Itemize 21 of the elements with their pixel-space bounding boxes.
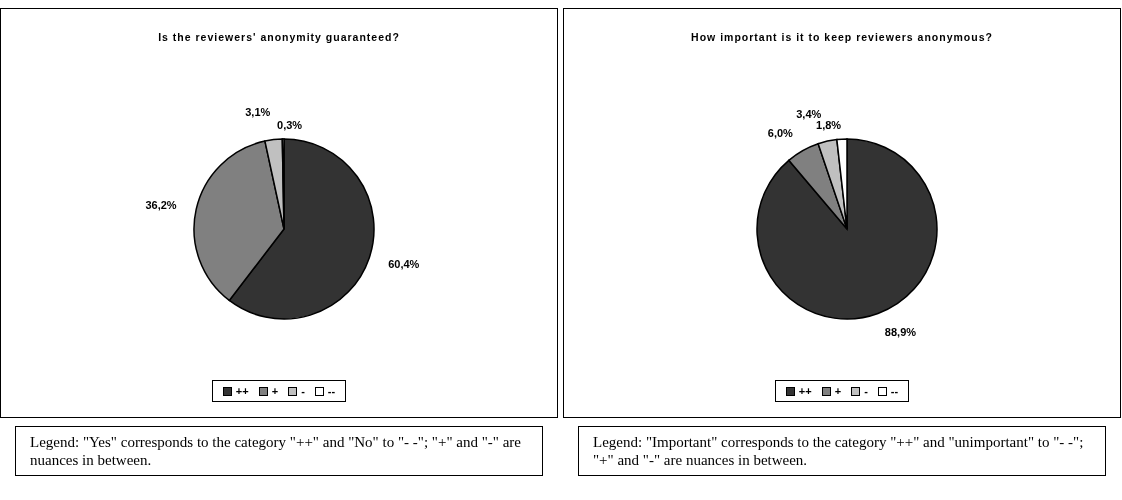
chart-title: How important is it to keep reviewers anonymous? [690, 31, 994, 43]
text: Legend: "Important" corresponds to the category "++" and "unimportant" to "- -"; "+" and "-" are nuances in between. [578, 426, 1106, 476]
legend-label: ++ [235, 385, 249, 397]
data-label: 1,8% [816, 119, 842, 132]
legend-label: - [301, 385, 305, 397]
chart-title: Is the reviewers' anonymity guaranteed? [157, 31, 401, 43]
pie-slice [756, 138, 938, 320]
legend-label: + [271, 385, 279, 397]
legend-label: - [864, 385, 868, 397]
text: Legend: "Yes" corresponds to the category "++" and "No" to "- -"; "+" and "-" are nuances in between. [15, 426, 543, 476]
data-label: 3,4% [796, 107, 822, 120]
data-label: 0,3% [277, 119, 303, 131]
legend-label: ++ [798, 385, 812, 397]
data-label: 6,0% [767, 127, 794, 140]
legend-label: -- [890, 385, 899, 397]
legend-label: -- [327, 385, 336, 397]
data-label: 60,4% [388, 258, 420, 271]
data-label: 88,9% [884, 326, 917, 339]
data-label: 3,1% [245, 105, 271, 118]
legend-label: + [834, 385, 842, 397]
data-label: 36,2% [145, 199, 177, 211]
